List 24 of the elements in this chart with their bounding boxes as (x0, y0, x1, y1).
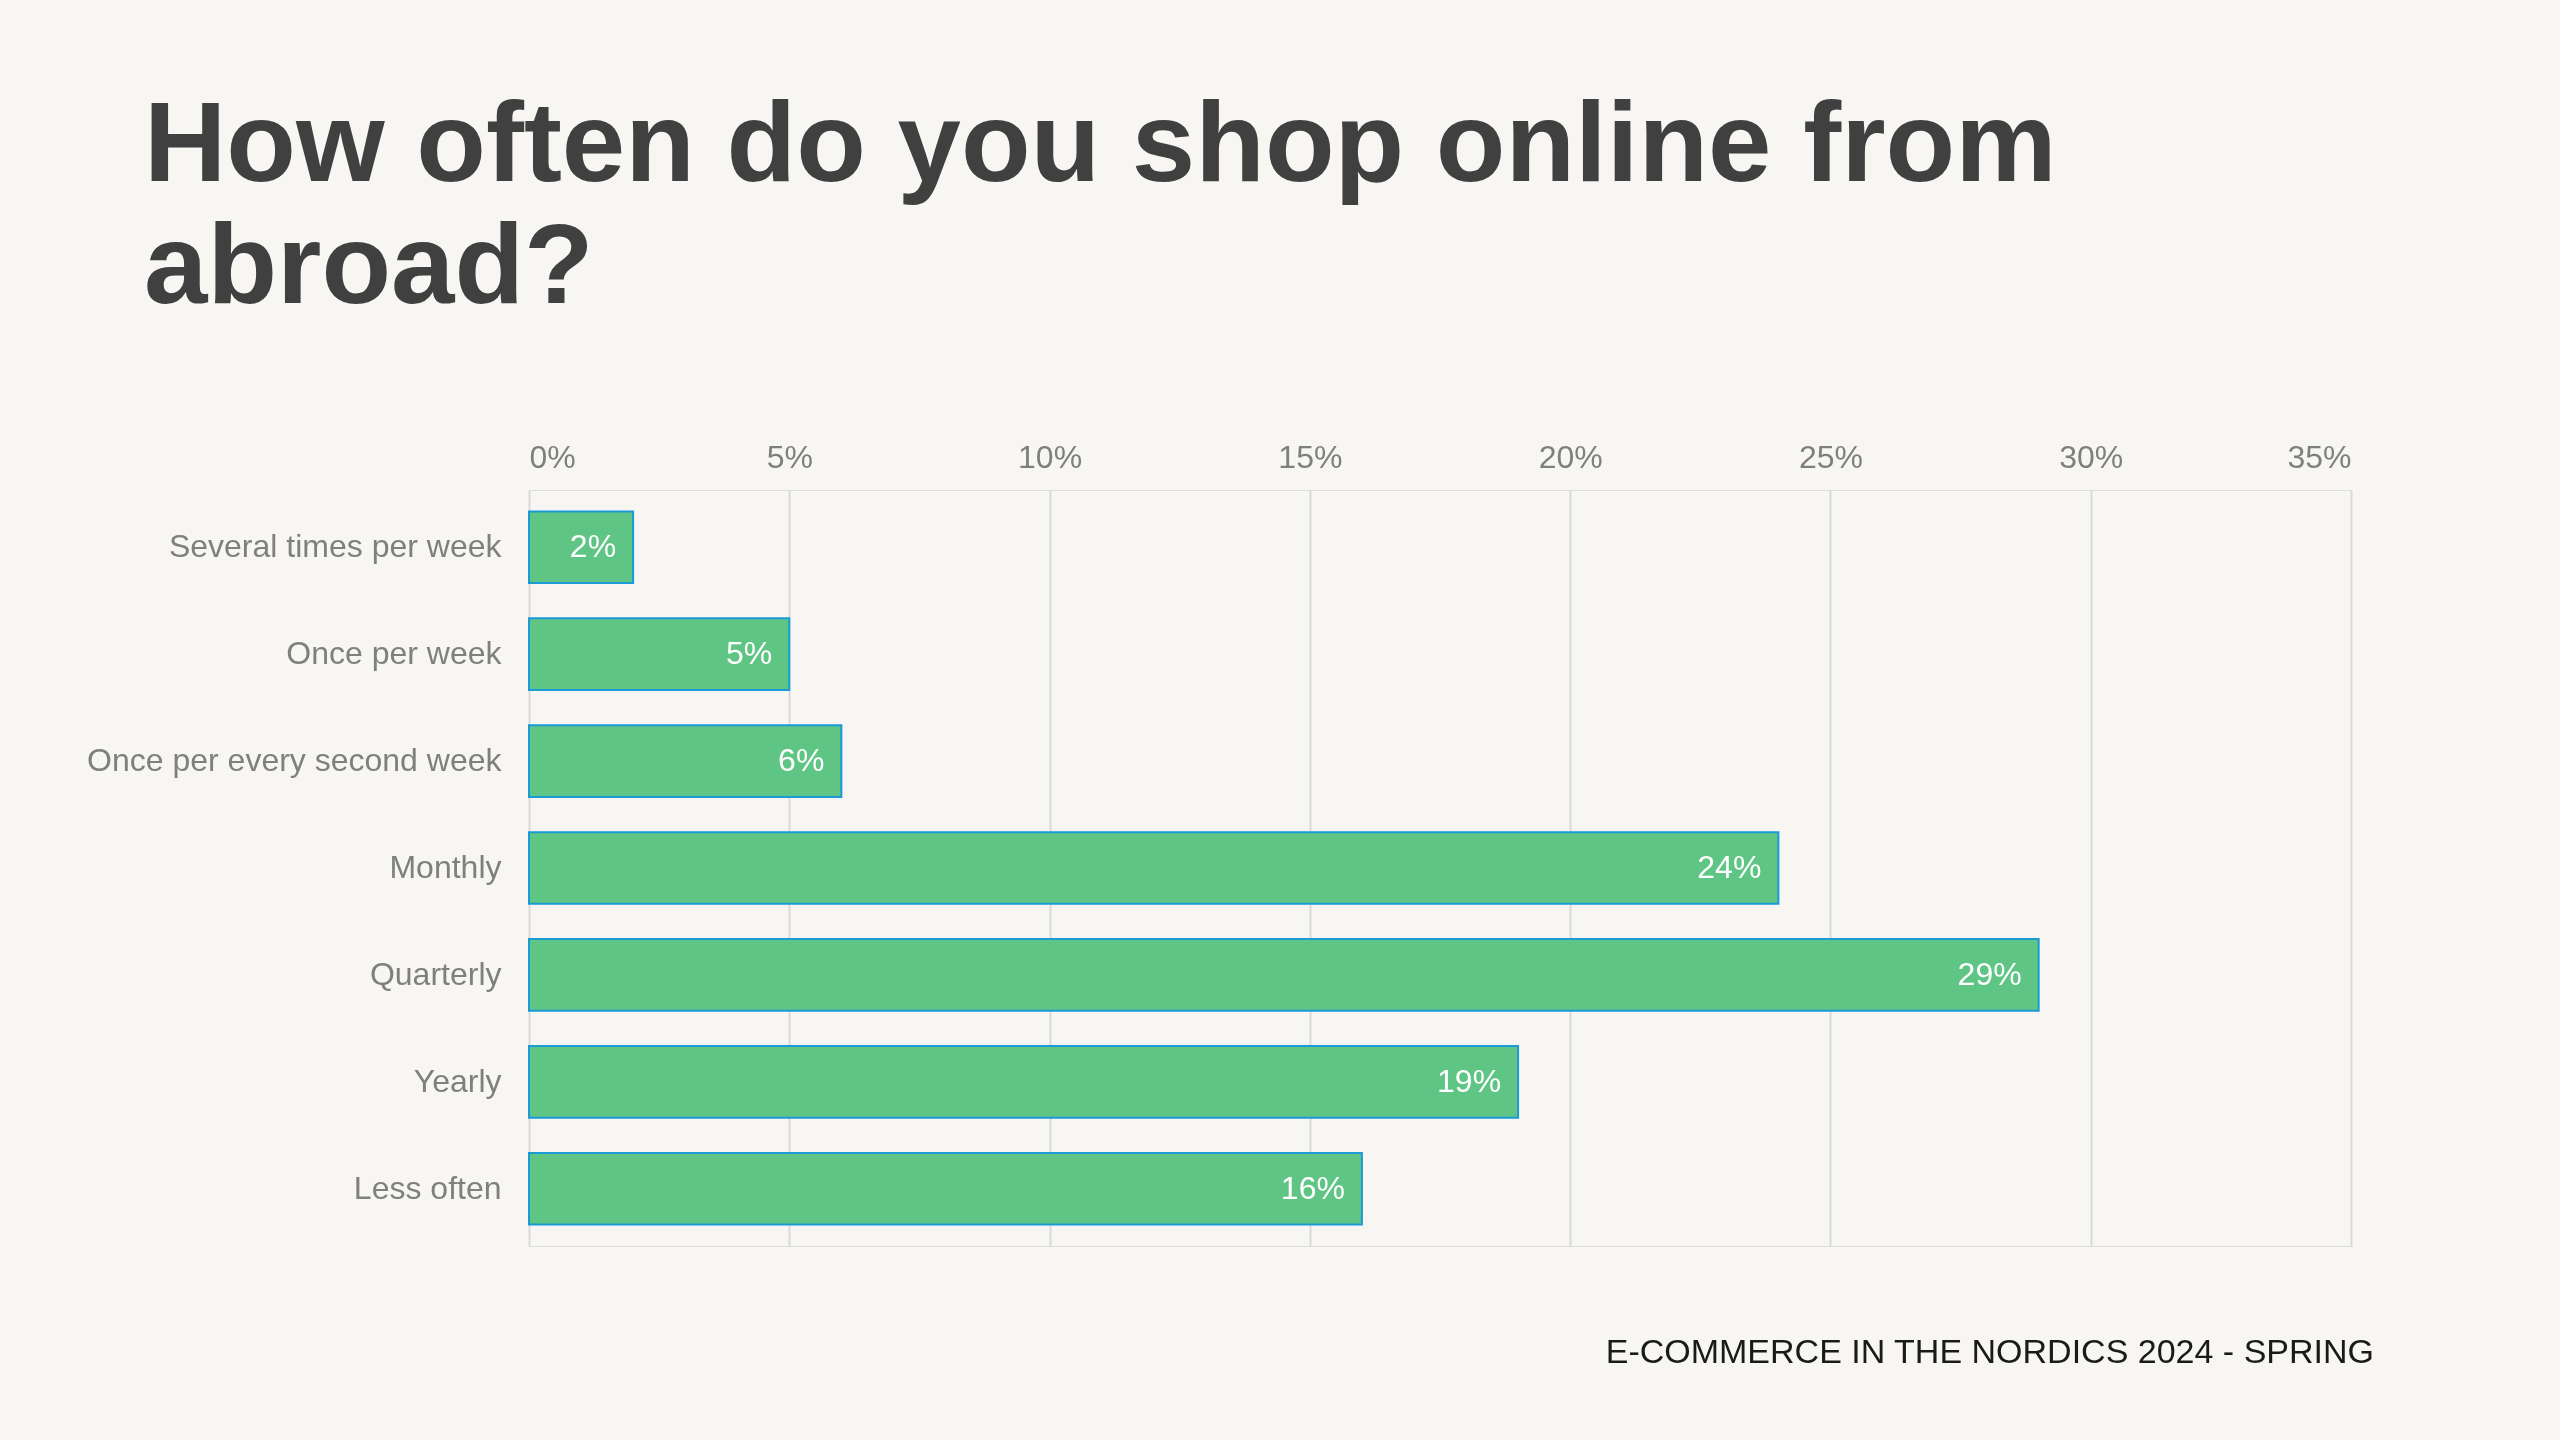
x-tick-label: 35% (2287, 438, 2352, 475)
data-label: 2% (569, 528, 617, 565)
x-tick-label: 15% (1278, 438, 1343, 475)
text: E-COMMERCE IN THE NORDICS 2024 - SPRING (1605, 1332, 2374, 1370)
y-tick-label: Once per every second week (87, 742, 503, 779)
y-tick-label: Quarterly (369, 955, 502, 992)
y-tick-label: Once per week (286, 635, 503, 672)
y-tick-label: Several times per week (168, 528, 503, 565)
y-tick-label: Monthly (389, 849, 502, 885)
x-tick-label: 20% (1538, 438, 1603, 475)
data-label: 24% (1697, 849, 1762, 885)
x-tick-label: 0% (529, 438, 576, 475)
x-tick-label: 25% (1798, 438, 1863, 475)
data-label: 19% (1437, 1062, 1502, 1099)
data-label: 16% (1280, 1169, 1345, 1206)
y-tick-label: Less often (353, 1169, 502, 1206)
y-tick-label: Yearly (413, 1062, 502, 1099)
x-tick-label: 30% (2059, 438, 2124, 475)
chart-title: How often do you shop online from abroad? (144, 78, 2057, 327)
x-tick-label: 10% (1018, 438, 1083, 475)
x-tick-label: 5% (766, 438, 813, 475)
data-label: 5% (726, 635, 773, 672)
data-label: 6% (778, 742, 825, 779)
data-label: 29% (1957, 955, 2022, 992)
